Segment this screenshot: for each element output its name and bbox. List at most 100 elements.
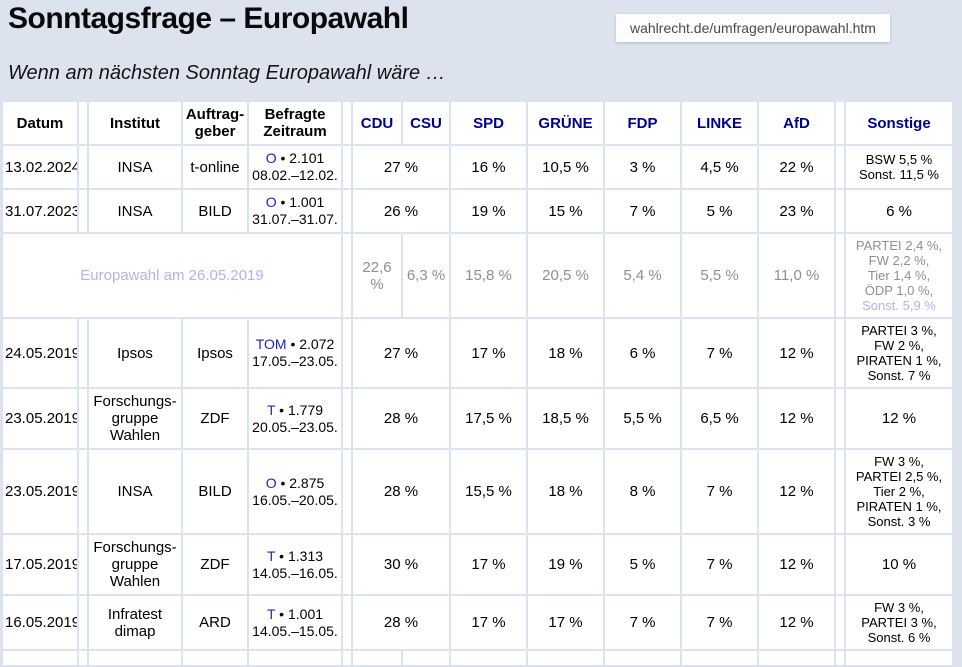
- cell-institut: Forschungs-gruppe Wahlen: [89, 535, 181, 594]
- value-line: dimap: [114, 622, 156, 640]
- sample-type-link[interactable]: O: [265, 474, 277, 491]
- cell-cdu-csu: 27 %: [353, 319, 449, 387]
- cell-gruene: 15 %: [528, 190, 603, 232]
- header-cdu[interactable]: CDU: [353, 102, 401, 144]
- cell-linke: 4,5 %: [682, 146, 757, 188]
- cell-linke: 7 %: [682, 319, 757, 387]
- header-afd[interactable]: AfD: [759, 102, 834, 144]
- separator-cell: [836, 190, 844, 232]
- value-line: ÖDP 1,0 %,: [864, 283, 934, 298]
- value-line: Forschungs-: [93, 393, 177, 410]
- separator-cell: [79, 535, 87, 594]
- sample-type-link[interactable]: O: [265, 150, 277, 166]
- cell-csu: [403, 651, 449, 665]
- cell-befragte-zeitraum: TOM • 2.072 17.05.–23.05.: [249, 319, 341, 387]
- cell-linke: 6,5 %: [682, 389, 757, 448]
- cell-auftraggeber: ZDF: [183, 535, 247, 594]
- sample-size: • 1.001: [276, 194, 325, 210]
- survey-period: 17.05.–23.05.: [252, 353, 338, 369]
- page-url: wahlrecht.de/umfragen/europawahl.htm: [616, 14, 890, 42]
- value-line: Tier 2 %,: [873, 484, 925, 499]
- sample-type-link[interactable]: O: [265, 194, 277, 210]
- cell-befragte-zeitraum: O • 1.001 31.07.–31.07.: [249, 190, 341, 232]
- survey-period: 14.05.–15.05.: [252, 622, 338, 639]
- cell-linke: 7 %: [682, 450, 757, 533]
- value-line: INSA: [117, 483, 153, 500]
- header-linke[interactable]: LINKE: [682, 102, 757, 144]
- header-auftraggeber: Auftrag-geber: [183, 102, 247, 144]
- value-line: BSW 5,5 %: [865, 152, 933, 167]
- cell-fdp: 8 %: [605, 450, 680, 533]
- header-fdp[interactable]: FDP: [605, 102, 680, 144]
- cell-spd: [451, 651, 526, 665]
- cell-befragte-zeitraum: O • 2.101 08.02.–12.02.: [249, 146, 341, 188]
- poll-row: 23.05.2019 Forschungs-gruppe Wahlen ZDF T •…: [3, 389, 952, 448]
- value-line: INSA: [117, 202, 153, 220]
- cell-befragte-zeitraum: [249, 651, 341, 665]
- value-line: PIRATEN 1 %,: [856, 353, 942, 368]
- cell-afd: 12 %: [759, 319, 834, 387]
- separator-cell: [343, 651, 351, 665]
- survey-period: 08.02.–12.02.: [252, 167, 338, 183]
- sample-type-link[interactable]: T: [266, 547, 276, 564]
- separator-cell: [343, 596, 351, 649]
- value-line: Forschungs-: [93, 539, 177, 556]
- cell-gruene: 18,5 %: [528, 389, 603, 448]
- cell-institut: INSA: [89, 450, 181, 533]
- cell-auftraggeber: BILD: [183, 190, 247, 232]
- separator-cell: [836, 651, 844, 665]
- separator-cell: [836, 450, 844, 533]
- sample-size: • 2.072: [286, 336, 335, 352]
- cell-afd: [759, 651, 834, 665]
- cell-cdu-csu: 28 %: [353, 450, 449, 533]
- separator-cell: [79, 389, 87, 448]
- value-line: 12 %: [881, 410, 917, 427]
- poll-row: 24.05.2019 Ipsos Ipsos TOM • 2.072 17.05.–23…: [3, 319, 952, 387]
- sonstige-visited-link[interactable]: Sonst. 5,9 %: [862, 298, 936, 313]
- header-gruene[interactable]: GRÜNE: [528, 102, 603, 144]
- sample-size: • 1.779: [275, 401, 324, 418]
- sample-size: • 1.001: [275, 605, 324, 622]
- value-line: PARTEI 3 %,: [861, 323, 937, 338]
- header-csu[interactable]: CSU: [403, 102, 449, 144]
- cell-institut: Infratest dimap: [89, 596, 181, 649]
- value-line: 6 %: [886, 202, 912, 220]
- value-line: Tier 1,4 %,: [867, 268, 931, 283]
- value-line: PARTEI 2,5 %,: [855, 469, 943, 484]
- header-sonstige[interactable]: Sonstige: [846, 102, 952, 144]
- cell-cdu-csu: 30 %: [353, 535, 449, 594]
- cell-spd: 15,5 %: [451, 450, 526, 533]
- cell-gruene: 18 %: [528, 319, 603, 387]
- cutoff-row: [3, 651, 952, 665]
- cell-sonstige: 12 %: [846, 389, 952, 448]
- cell-fdp: 6 %: [605, 319, 680, 387]
- sample-type-link[interactable]: T: [266, 401, 276, 418]
- separator-cell: [343, 234, 351, 317]
- cell-spd: 19 %: [451, 190, 526, 232]
- election-result-link[interactable]: Europawahl am 26.05.2019: [80, 267, 264, 284]
- cell-datum: 24.05.2019: [3, 319, 77, 387]
- value-line: INSA: [117, 158, 153, 176]
- value-line: Sonst. 7 %: [867, 368, 931, 383]
- value-line: PIRATEN 1 %,: [856, 499, 942, 514]
- cell-cdu-csu: 26 %: [353, 190, 449, 232]
- value-line: Sonst. 11,5 %: [859, 167, 939, 182]
- cell-fdp: 7 %: [605, 596, 680, 649]
- separator-column: [79, 102, 87, 144]
- header-spd[interactable]: SPD: [451, 102, 526, 144]
- separator-cell: [836, 146, 844, 188]
- cell-spd: 17 %: [451, 319, 526, 387]
- cell-auftraggeber: [183, 651, 247, 665]
- sample-type-link[interactable]: TOM: [255, 336, 287, 352]
- separator-column: [836, 102, 844, 144]
- value-line: FW 2 %,: [874, 338, 924, 353]
- header-befragte-line1: Befragte: [264, 106, 326, 123]
- cell-datum: 16.05.2019: [3, 596, 77, 649]
- separator-cell: [79, 651, 87, 665]
- cell-fdp: 5,4 %: [605, 234, 680, 317]
- header-auftraggeber-line1: Auftrag-: [185, 106, 245, 123]
- sample-size: • 1.313: [275, 547, 324, 564]
- cell-linke: 7 %: [682, 596, 757, 649]
- sample-type-link[interactable]: T: [266, 605, 276, 622]
- cell-spd: 17 %: [451, 596, 526, 649]
